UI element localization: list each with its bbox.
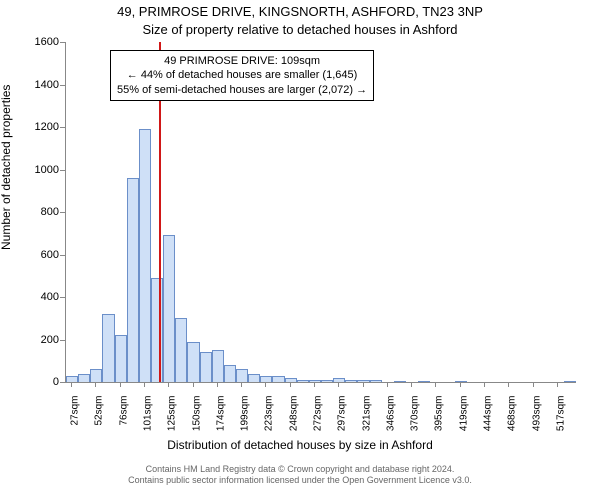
- x-tick-mark: [411, 382, 412, 387]
- x-tick-label: 493sqm: [531, 396, 542, 446]
- y-axis-label: Number of detached properties: [0, 85, 13, 250]
- annotation-line3: 55% of semi-detached houses are larger (…: [117, 83, 367, 97]
- x-tick-label: 150sqm: [191, 396, 202, 446]
- histogram-bar: [151, 278, 163, 382]
- y-tick-mark: [60, 255, 65, 256]
- x-tick-mark: [71, 382, 72, 387]
- x-tick-label: 199sqm: [240, 396, 251, 446]
- x-tick-mark: [314, 382, 315, 387]
- x-tick-label: 517sqm: [555, 396, 566, 446]
- x-tick-mark: [435, 382, 436, 387]
- x-tick-mark: [95, 382, 96, 387]
- histogram-bar: [272, 376, 284, 382]
- histogram-bar: [564, 381, 576, 382]
- y-tick-label: 1200: [27, 121, 59, 133]
- annotation-line2: ← 44% of detached houses are smaller (1,…: [117, 68, 367, 82]
- x-tick-mark: [387, 382, 388, 387]
- x-tick-label: 52sqm: [94, 396, 105, 446]
- histogram-bar: [224, 365, 236, 382]
- x-tick-label: 27sqm: [70, 396, 81, 446]
- histogram-bar: [175, 318, 187, 382]
- histogram-bar: [78, 374, 90, 383]
- y-tick-label: 400: [27, 291, 59, 303]
- title-line1: 49, PRIMROSE DRIVE, KINGSNORTH, ASHFORD,…: [0, 4, 600, 19]
- x-tick-mark: [557, 382, 558, 387]
- x-tick-label: 101sqm: [142, 396, 153, 446]
- x-tick-label: 395sqm: [434, 396, 445, 446]
- title-line2: Size of property relative to detached ho…: [0, 22, 600, 37]
- x-tick-mark: [508, 382, 509, 387]
- y-tick-label: 200: [27, 334, 59, 346]
- y-tick-label: 1000: [27, 164, 59, 176]
- x-tick-label: 76sqm: [118, 396, 129, 446]
- histogram-bar: [200, 352, 212, 382]
- y-tick-mark: [60, 212, 65, 213]
- x-tick-mark: [265, 382, 266, 387]
- x-tick-mark: [460, 382, 461, 387]
- x-tick-mark: [168, 382, 169, 387]
- y-tick-mark: [60, 382, 65, 383]
- y-tick-mark: [60, 297, 65, 298]
- y-tick-label: 600: [27, 249, 59, 261]
- x-tick-mark: [217, 382, 218, 387]
- histogram-bar: [394, 381, 406, 382]
- histogram-bar: [418, 381, 430, 382]
- histogram-bar: [297, 380, 309, 382]
- histogram-bar: [187, 342, 199, 382]
- y-tick-mark: [60, 340, 65, 341]
- x-tick-mark: [144, 382, 145, 387]
- y-tick-label: 0: [27, 376, 59, 388]
- x-tick-mark: [363, 382, 364, 387]
- histogram-bar: [260, 376, 272, 382]
- y-tick-mark: [60, 127, 65, 128]
- x-tick-label: 419sqm: [458, 396, 469, 446]
- x-tick-label: 444sqm: [482, 396, 493, 446]
- histogram-bar: [321, 380, 333, 382]
- annotation-line1: 49 PRIMROSE DRIVE: 109sqm: [117, 54, 367, 68]
- y-tick-mark: [60, 85, 65, 86]
- y-tick-mark: [60, 42, 65, 43]
- y-tick-label: 800: [27, 206, 59, 218]
- x-tick-label: 321sqm: [361, 396, 372, 446]
- x-tick-label: 468sqm: [507, 396, 518, 446]
- y-tick-mark: [60, 170, 65, 171]
- histogram-bar: [163, 235, 175, 382]
- chart-container: 49, PRIMROSE DRIVE, KINGSNORTH, ASHFORD,…: [0, 0, 600, 500]
- x-tick-label: 272sqm: [312, 396, 323, 446]
- x-tick-mark: [241, 382, 242, 387]
- histogram-bar: [102, 314, 114, 382]
- histogram-bar: [370, 380, 382, 382]
- histogram-bar: [333, 378, 345, 382]
- y-tick-label: 1600: [27, 36, 59, 48]
- histogram-bar: [90, 369, 102, 382]
- histogram-bar: [115, 335, 127, 382]
- x-tick-label: 223sqm: [264, 396, 275, 446]
- x-tick-label: 370sqm: [410, 396, 421, 446]
- histogram-bar: [212, 350, 224, 382]
- x-tick-mark: [533, 382, 534, 387]
- x-tick-mark: [484, 382, 485, 387]
- x-tick-mark: [193, 382, 194, 387]
- annotation-box: 49 PRIMROSE DRIVE: 109sqm ← 44% of detac…: [110, 50, 374, 101]
- x-tick-label: 346sqm: [385, 396, 396, 446]
- x-tick-mark: [290, 382, 291, 387]
- histogram-bar: [236, 369, 248, 382]
- histogram-bar: [248, 374, 260, 383]
- histogram-bar: [345, 380, 357, 382]
- y-tick-label: 1400: [27, 79, 59, 91]
- footer-line1: Contains HM Land Registry data © Crown c…: [0, 464, 600, 475]
- x-tick-label: 125sqm: [167, 396, 178, 446]
- x-tick-label: 297sqm: [337, 396, 348, 446]
- histogram-bar: [139, 129, 151, 382]
- histogram-bar: [127, 178, 139, 382]
- footer-line2: Contains public sector information licen…: [0, 475, 600, 486]
- x-tick-mark: [120, 382, 121, 387]
- histogram-bar: [66, 376, 78, 382]
- x-tick-label: 248sqm: [288, 396, 299, 446]
- footer: Contains HM Land Registry data © Crown c…: [0, 464, 600, 487]
- x-tick-label: 174sqm: [215, 396, 226, 446]
- x-tick-mark: [338, 382, 339, 387]
